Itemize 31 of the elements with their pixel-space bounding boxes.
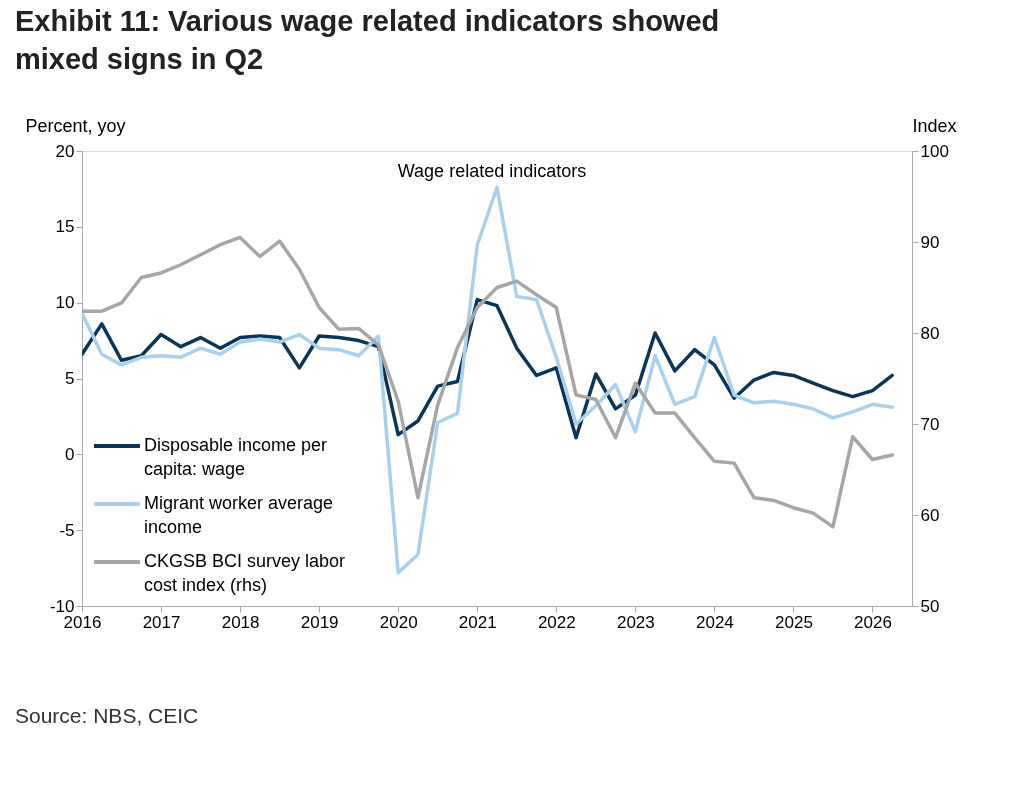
legend-label: Disposable income per capita: wage bbox=[144, 435, 328, 479]
x-tick-label: 2026 bbox=[854, 612, 892, 632]
y-tick-label: -5 bbox=[59, 520, 75, 540]
y-axis-title: Percent, yoy bbox=[25, 115, 126, 136]
legend-label: CKGSB BCI survey labor cost index (rhs) bbox=[144, 551, 346, 595]
y2-tick-label: 70 bbox=[920, 414, 940, 434]
x-tick-label: 2017 bbox=[142, 612, 181, 632]
x-tick-label: 2021 bbox=[458, 612, 497, 632]
x-tick-label: 2022 bbox=[537, 612, 576, 632]
x-tick-label: 2020 bbox=[379, 612, 418, 632]
y2-tick-label: 90 bbox=[920, 232, 940, 252]
chart-title: Exhibit 11: Various wage related indicators showed mixed signs in Q2 bbox=[15, 5, 720, 75]
y-tick-label: 5 bbox=[65, 369, 75, 388]
line-series bbox=[82, 185, 894, 575]
y-tick-label: 10 bbox=[55, 293, 75, 313]
x-tick-label: 2019 bbox=[300, 612, 339, 632]
y2-tick-label: 60 bbox=[920, 505, 940, 525]
y-tick-label: 20 bbox=[55, 141, 75, 161]
legend-label: Migrant worker average income bbox=[144, 493, 334, 537]
source-note: Source: NBS, CEIC bbox=[15, 704, 199, 727]
y2-tick-label: 80 bbox=[920, 323, 940, 343]
y-tick-label: 15 bbox=[55, 217, 75, 237]
y2-tick-label: 100 bbox=[920, 141, 949, 161]
x-tick-label: 2023 bbox=[616, 612, 655, 632]
x-tick-label: 2025 bbox=[775, 612, 813, 632]
text: Wage related indicators bbox=[397, 161, 587, 181]
y-tick-label: 0 bbox=[65, 444, 75, 464]
x-tick-label: 2024 bbox=[695, 612, 734, 632]
x-tick-label: 2018 bbox=[221, 612, 260, 632]
y2-axis-title: Index bbox=[912, 115, 957, 136]
y2-tick-label: 50 bbox=[920, 596, 940, 616]
